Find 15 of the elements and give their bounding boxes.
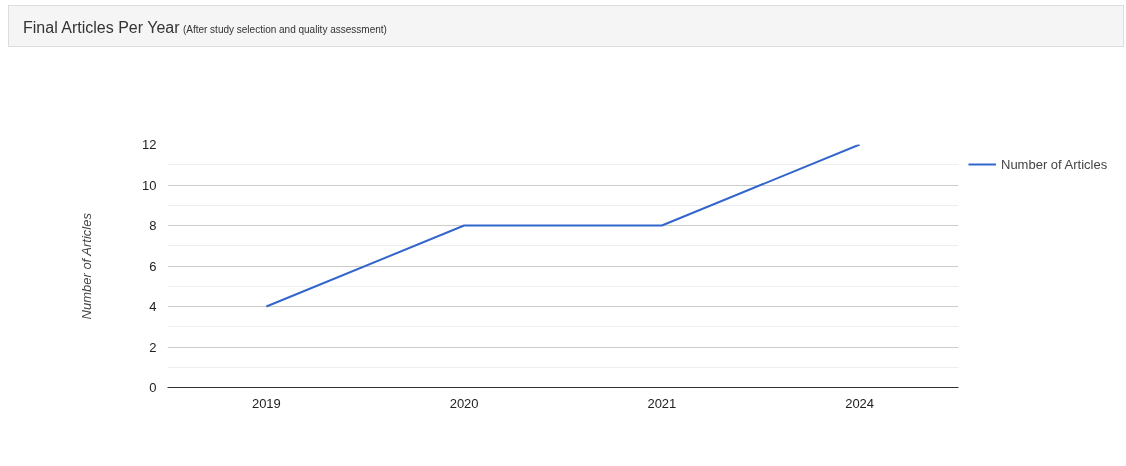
y-tick-label: 0: [149, 380, 157, 395]
x-tick-label: 2024: [845, 395, 875, 411]
y-axis-title: Number of Articles: [79, 212, 95, 320]
chart-title: Final Articles Per Year: [23, 19, 180, 36]
y-tick-label: 4: [149, 299, 157, 314]
x-tick-label: 2020: [449, 395, 479, 411]
legend-label: Number of Articles: [1001, 156, 1108, 172]
y-tick-label: 8: [149, 218, 157, 233]
y-tick-label: 6: [149, 258, 157, 274]
y-tick-label: 2: [149, 339, 157, 355]
x-tick-label: 2019: [251, 395, 281, 411]
y-tick-label: 10: [142, 177, 157, 193]
chart-subtitle: (After study selection and quality assessment): [182, 24, 387, 35]
x-tick-label: 2021: [647, 395, 677, 411]
y-tick-label: 12: [142, 137, 157, 152]
